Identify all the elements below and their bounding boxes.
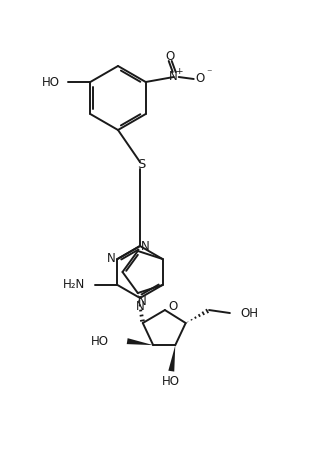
Text: HO: HO [162,375,180,387]
Text: S: S [137,158,145,171]
Text: O: O [168,300,178,313]
Text: N: N [169,71,178,84]
Text: N: N [140,240,149,253]
Text: H₂N: H₂N [63,279,85,292]
Text: N: N [107,252,116,266]
Text: HO: HO [42,76,60,89]
Text: N: N [136,300,144,312]
Text: HO: HO [91,335,109,348]
Polygon shape [168,345,175,372]
Text: OH: OH [240,306,258,320]
Polygon shape [127,338,153,345]
Text: +: + [175,68,183,76]
Text: O: O [165,50,174,63]
Text: O: O [195,72,204,86]
Text: N: N [137,295,146,307]
Text: ⁻: ⁻ [206,68,211,78]
